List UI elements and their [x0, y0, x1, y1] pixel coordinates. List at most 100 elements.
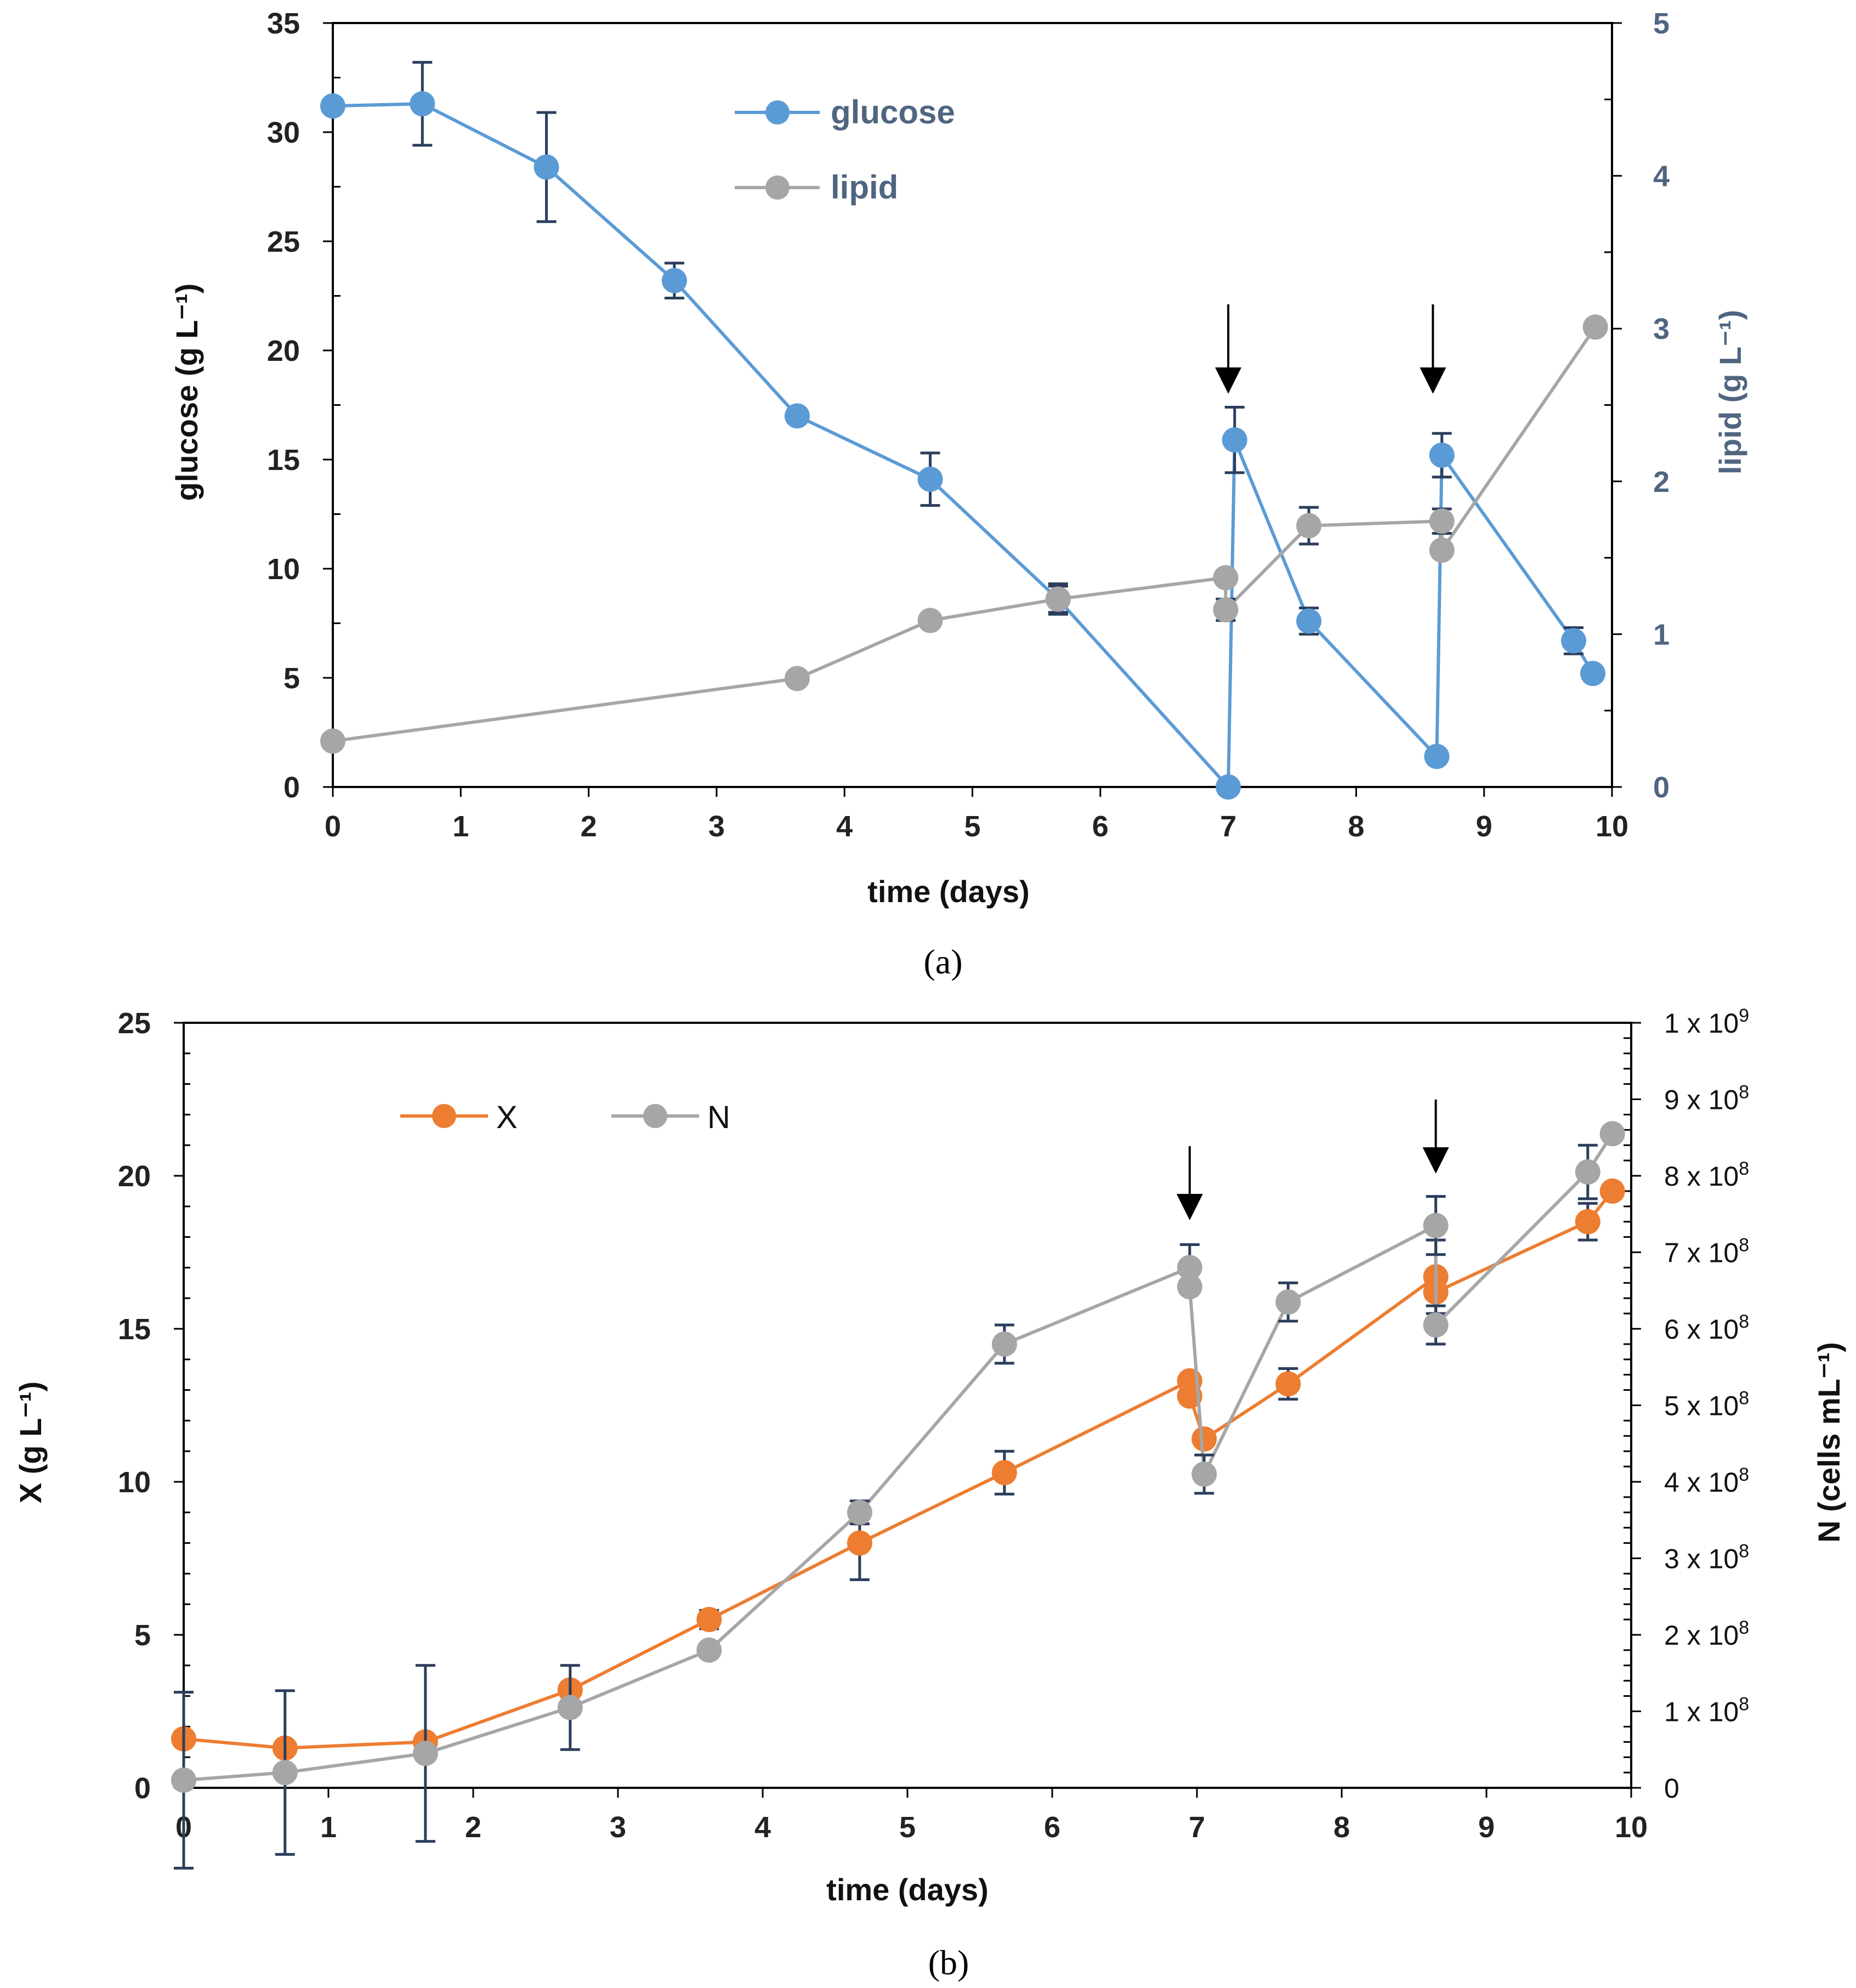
x-tick-label: 3 — [708, 810, 725, 843]
data-point-X — [696, 1607, 722, 1633]
data-point-glucose — [1580, 661, 1606, 687]
x-tick-label: 7 — [1189, 1811, 1205, 1844]
data-point-lipid — [1429, 537, 1455, 563]
data-point-glucose — [1222, 427, 1247, 453]
data-point-N — [1575, 1159, 1600, 1185]
data-point-lipid — [320, 728, 345, 754]
y-tick-label: 20 — [267, 335, 300, 367]
y2-tick-label: 5 x 108 — [1664, 1388, 1749, 1421]
data-point-N — [557, 1695, 583, 1720]
x-tick-label: 4 — [754, 1811, 771, 1844]
feed-arrow-head — [1420, 367, 1446, 394]
legend-glucose-marker — [765, 100, 790, 124]
series-line-glucose — [332, 102, 1594, 791]
y2-tick-label: 2 — [1653, 466, 1670, 499]
chart-b-arrows — [1176, 1100, 1449, 1220]
x-tick-label: 8 — [1333, 1811, 1350, 1844]
legend-x-marker — [432, 1104, 456, 1128]
data-point-N — [847, 1499, 872, 1525]
data-point-lipid — [917, 608, 943, 633]
y2-tick-label: 3 — [1653, 313, 1670, 346]
x-tick-label: 5 — [899, 1811, 916, 1844]
data-point-N — [171, 1768, 196, 1793]
y-tick-label: 0 — [283, 771, 300, 804]
x-tick-label: 9 — [1478, 1811, 1495, 1844]
data-point-X — [991, 1460, 1017, 1486]
legend-x-label: X — [496, 1100, 518, 1135]
chart-b-y2-axis-title: N (cells mL⁻¹) — [1812, 1342, 1846, 1543]
data-point-lipid — [1429, 508, 1455, 534]
y2-tick-label: 0 — [1653, 771, 1670, 804]
x-tick-label: 9 — [1476, 810, 1492, 843]
data-point-X — [1191, 1426, 1217, 1452]
data-point-glucose — [1296, 608, 1322, 634]
x-tick-label: 1 — [320, 1811, 337, 1844]
y2-tick-label: 0 — [1664, 1773, 1679, 1804]
y2-tick-label: 6 x 108 — [1664, 1311, 1749, 1345]
data-point-X — [1275, 1371, 1301, 1397]
x-tick-label: 1 — [452, 810, 469, 843]
data-point-X — [1575, 1209, 1600, 1234]
x-tick-label: 2 — [581, 810, 597, 843]
data-point-N — [1423, 1312, 1449, 1338]
chart-a-y-axis-title: glucose (g L⁻¹) — [169, 284, 204, 501]
data-point-glucose — [1561, 628, 1587, 654]
chart-b-x-axis-title: time (days) — [826, 1872, 989, 1907]
data-point-lipid — [1213, 565, 1239, 591]
plot-frame — [332, 22, 1613, 788]
data-point-X — [1177, 1383, 1202, 1409]
data-point-lipid — [784, 666, 810, 692]
y2-tick-label: 7 x 108 — [1664, 1235, 1749, 1268]
y-tick-label: 15 — [267, 444, 300, 477]
chart-b-legend: X N — [400, 1100, 730, 1135]
data-point-N — [696, 1637, 722, 1663]
chart-a-legend: glucose lipid — [735, 94, 955, 206]
data-point-glucose — [784, 403, 810, 429]
legend-n-label: N — [707, 1100, 730, 1135]
panel-label-a: (a) — [923, 942, 962, 981]
y-tick-label: 10 — [118, 1466, 151, 1499]
data-point-N — [1177, 1274, 1202, 1300]
y-tick-label: 30 — [267, 116, 300, 149]
y-tick-label: 35 — [267, 7, 300, 40]
x-tick-label: 7 — [1220, 810, 1236, 843]
y2-tick-label: 1 x 108 — [1664, 1694, 1749, 1728]
x-tick-label: 2 — [465, 1811, 481, 1844]
y2-tick-label: 3 x 108 — [1664, 1541, 1749, 1574]
data-point-lipid — [1582, 314, 1608, 340]
series-line-lipid — [332, 326, 1597, 743]
feed-arrow-head — [1176, 1194, 1203, 1220]
x-tick-label: 6 — [1044, 1811, 1060, 1844]
legend-lipid-marker — [765, 175, 790, 200]
data-point-glucose — [533, 154, 559, 180]
y2-tick-label: 1 — [1653, 618, 1670, 651]
y-tick-label: 20 — [118, 1160, 151, 1193]
x-tick-label: 3 — [610, 1811, 626, 1844]
data-point-glucose — [320, 93, 345, 119]
data-point-N — [1599, 1121, 1625, 1147]
data-point-N — [412, 1741, 438, 1766]
x-tick-label: 0 — [325, 810, 341, 843]
chart-a-y2-axis-title: lipid (g L⁻¹) — [1713, 310, 1747, 474]
y-tick-label: 25 — [267, 225, 300, 258]
y-tick-label: 5 — [283, 662, 300, 695]
y2-tick-label: 5 — [1653, 7, 1670, 40]
data-point-N — [272, 1760, 298, 1786]
legend-glucose-label: glucose — [831, 94, 955, 131]
x-tick-label: 8 — [1348, 810, 1364, 843]
chart-panel-a: 0 1 2 3 4 5 6 7 8 9 10 0 5 10 15 20 25 30 35 0 1 2 3 4 5 glucose… — [169, 7, 1747, 981]
x-tick-label: 6 — [1092, 810, 1109, 843]
y-tick-label: 10 — [267, 553, 300, 586]
data-point-N — [1177, 1255, 1202, 1281]
y2-tick-label: 4 x 108 — [1664, 1464, 1749, 1498]
data-point-N — [1191, 1462, 1217, 1487]
feed-arrow-head — [1422, 1147, 1449, 1174]
data-point-glucose — [917, 466, 943, 492]
plot-frame — [183, 1022, 1632, 1789]
chart-a-series — [320, 61, 1608, 800]
legend-lipid-label: lipid — [831, 169, 898, 206]
data-point-glucose — [410, 91, 435, 117]
